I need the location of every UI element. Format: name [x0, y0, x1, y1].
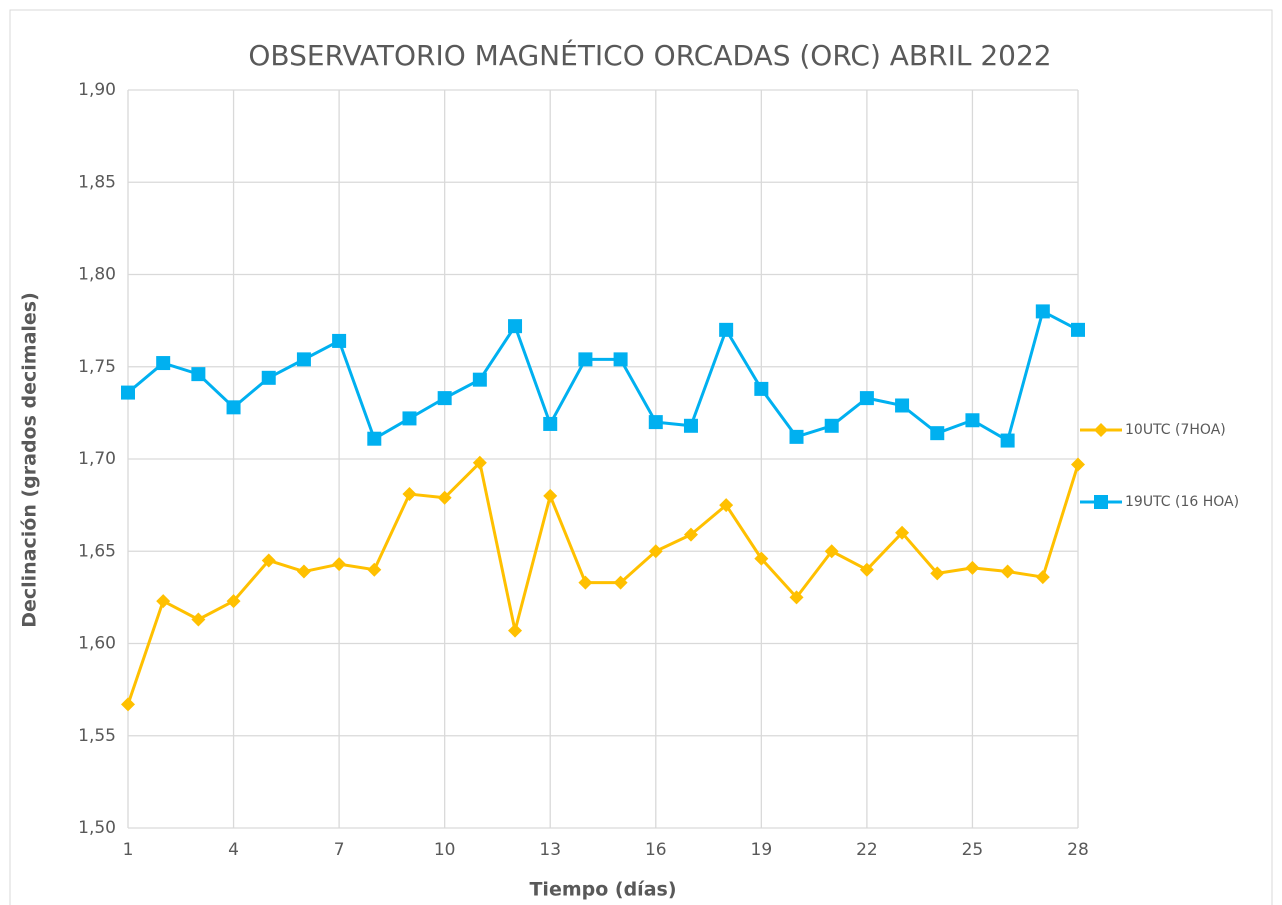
y-tick-label: 1,55 — [78, 726, 116, 746]
x-tick-label: 10 — [434, 840, 456, 860]
chart-title: OBSERVATORIO MAGNÉTICO ORCADAS (ORC) ABR… — [248, 38, 1051, 72]
x-tick-label: 19 — [751, 840, 773, 860]
data-point — [508, 623, 523, 638]
data-point — [508, 319, 523, 334]
data-point — [789, 429, 804, 444]
data-point — [226, 594, 241, 609]
y-tick-label: 1,90 — [78, 80, 116, 100]
series-line — [127, 309, 1079, 443]
y-tick-label: 1,75 — [78, 357, 116, 377]
legend-label: 19UTC (16 HOA) — [1125, 494, 1239, 510]
data-point — [859, 562, 874, 577]
data-point — [472, 455, 487, 470]
data-point — [296, 564, 311, 579]
x-tick-label: 25 — [962, 840, 984, 860]
data-point — [613, 352, 628, 367]
series-line — [126, 461, 1080, 705]
data-point — [261, 553, 276, 568]
data-point — [719, 498, 734, 513]
data-point — [367, 431, 382, 446]
data-point — [1071, 457, 1085, 472]
y-tick-label: 1,65 — [78, 541, 116, 561]
data-point — [789, 590, 804, 605]
y-tick-label: 1,60 — [78, 634, 116, 654]
x-tick-label: 28 — [1067, 840, 1089, 860]
data-point — [472, 372, 487, 387]
data-point — [965, 413, 980, 428]
data-point — [1035, 570, 1050, 585]
x-tick-label: 22 — [856, 840, 878, 860]
legend-marker — [1094, 495, 1108, 509]
data-point — [648, 544, 663, 559]
data-point — [683, 418, 698, 433]
legend-marker — [1094, 423, 1108, 437]
data-point — [543, 416, 558, 431]
data-point — [1035, 304, 1050, 319]
data-point — [156, 594, 171, 609]
legend-label: 10UTC (7HOA) — [1125, 422, 1226, 438]
y-axis-label: Declinación (grados decimales) — [19, 292, 41, 628]
data-point — [437, 490, 452, 505]
x-tick-label: 4 — [228, 840, 239, 860]
y-tick-label: 1,80 — [78, 265, 116, 285]
x-axis-label: Tiempo (días) — [529, 879, 676, 901]
y-tick-label: 1,70 — [78, 449, 116, 469]
data-point — [367, 562, 382, 577]
data-point — [648, 415, 663, 430]
data-point — [578, 352, 593, 367]
data-point — [754, 551, 769, 566]
data-point — [261, 370, 276, 385]
data-point — [226, 400, 241, 415]
data-point — [1071, 322, 1085, 337]
data-point — [683, 527, 698, 542]
data-point — [824, 418, 839, 433]
x-tick-label: 1 — [123, 840, 134, 860]
data-point — [930, 426, 945, 441]
data-point — [719, 322, 734, 337]
data-point — [191, 612, 206, 627]
data-point — [895, 398, 910, 413]
data-point — [543, 488, 558, 503]
chart-border — [9, 9, 1273, 905]
data-point — [930, 566, 945, 581]
y-tick-label: 1,85 — [78, 172, 116, 192]
data-point — [1000, 433, 1015, 448]
data-point — [437, 391, 452, 406]
x-tick-label: 16 — [645, 840, 667, 860]
data-point — [296, 352, 311, 367]
data-point — [191, 367, 206, 382]
data-point — [332, 557, 347, 572]
data-point — [895, 525, 910, 540]
data-point — [121, 697, 135, 712]
x-tick-label: 13 — [539, 840, 561, 860]
data-point — [402, 411, 417, 426]
x-tick-label: 7 — [334, 840, 345, 860]
data-point — [332, 333, 347, 348]
data-point — [402, 487, 417, 502]
data-point — [156, 356, 171, 371]
data-point — [613, 575, 628, 590]
y-tick-label: 1,50 — [78, 818, 116, 838]
data-point — [754, 381, 769, 396]
data-point — [859, 391, 874, 406]
data-point — [578, 575, 593, 590]
data-point — [824, 544, 839, 559]
data-point — [965, 560, 980, 575]
data-point — [1000, 564, 1015, 579]
data-point — [121, 385, 135, 400]
